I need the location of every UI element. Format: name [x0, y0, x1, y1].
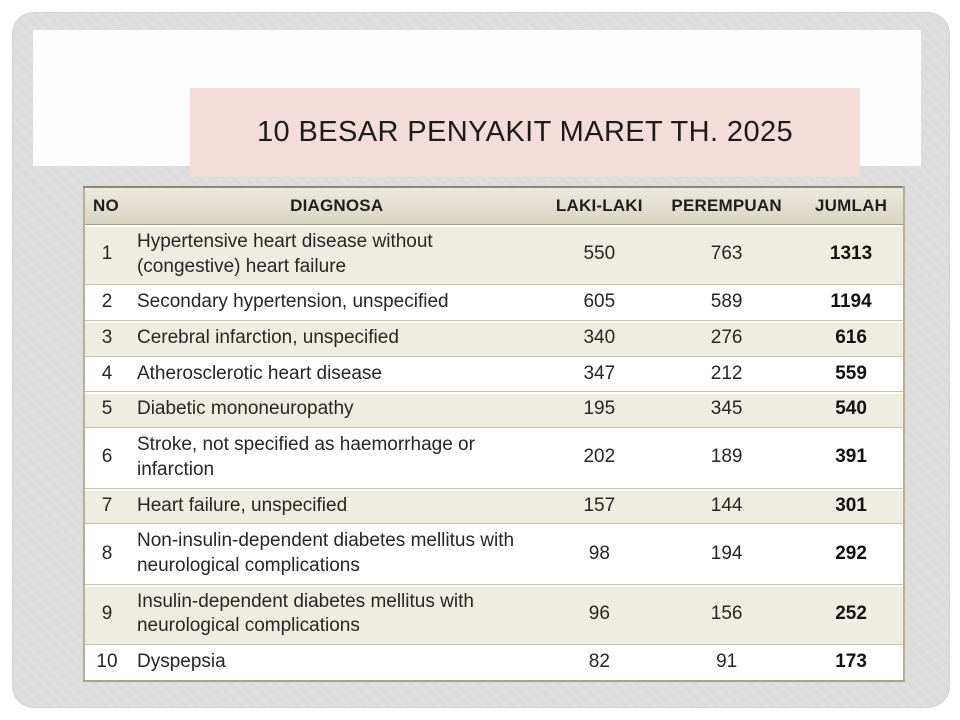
- cell-laki-laki: 82: [544, 643, 655, 681]
- cell-laki-laki: 605: [544, 284, 655, 321]
- cell-laki-laki: 157: [544, 487, 655, 524]
- cell-jumlah: 1313: [799, 223, 904, 285]
- cell-perempuan: 189: [654, 427, 800, 488]
- diseases-table-wrap: NO DIAGNOSA LAKI-LAKI PEREMPUAN JUMLAH 1 Hype…: [83, 186, 905, 682]
- cell-jumlah: 173: [799, 643, 904, 681]
- table-row: 3 Cerebral infarction, unspecified 340 276 6…: [84, 320, 904, 357]
- cell-perempuan: 144: [654, 487, 800, 524]
- cell-jumlah: 391: [799, 427, 904, 488]
- cell-diagnosa: Stroke, not specified as haemorrhage or …: [128, 427, 545, 488]
- cell-diagnosa: Dyspepsia: [128, 643, 545, 681]
- cell-perempuan: 345: [654, 391, 800, 428]
- cell-laki-laki: 98: [544, 523, 655, 585]
- cell-perempuan: 212: [654, 355, 800, 392]
- slide-title: 10 BESAR PENYAKIT MARET TH. 2025: [256, 116, 794, 148]
- cell-laki-laki: 550: [544, 223, 655, 285]
- cell-laki-laki: 96: [544, 583, 655, 645]
- cell-laki-laki: 195: [544, 391, 655, 428]
- cell-diagnosa: Diabetic mononeuropathy: [128, 391, 545, 428]
- cell-no: 2: [84, 284, 129, 321]
- table-row: 9 Insulin-dependent diabetes mellitus wit…: [84, 583, 904, 645]
- cell-diagnosa: Atherosclerotic heart disease: [128, 355, 545, 392]
- cell-diagnosa: Secondary hypertension, unspecified: [128, 284, 545, 321]
- cell-laki-laki: 340: [544, 320, 655, 357]
- cell-jumlah: 616: [799, 320, 904, 357]
- table-row: 7 Heart failure, unspecified 157 144 301: [84, 487, 904, 524]
- table-row: 6 Stroke, not specified as haemorrhage or…: [84, 427, 904, 488]
- cell-laki-laki: 347: [544, 355, 655, 392]
- table-row: 2 Secondary hypertension, unspecified 605 5…: [84, 284, 904, 321]
- cell-jumlah: 252: [799, 583, 904, 645]
- column-header-jumlah: JUMLAH: [799, 187, 904, 225]
- cell-laki-laki: 202: [544, 427, 655, 488]
- table-row: 8 Non-insulin-dependent diabetes mellitus…: [84, 523, 904, 585]
- cell-no: 3: [84, 320, 129, 357]
- cell-diagnosa: Heart failure, unspecified: [128, 487, 545, 524]
- table-row: 1 Hypertensive heart disease without (con…: [84, 223, 904, 285]
- cell-no: 4: [84, 355, 129, 392]
- column-header-no: NO: [84, 187, 129, 225]
- cell-perempuan: 156: [654, 583, 800, 645]
- table-row: 10 Dyspepsia 82 91 173: [84, 643, 904, 681]
- cell-perempuan: 763: [654, 223, 800, 285]
- diseases-table: NO DIAGNOSA LAKI-LAKI PEREMPUAN JUMLAH 1 Hype…: [83, 186, 905, 682]
- cell-jumlah: 540: [799, 391, 904, 428]
- cell-no: 10: [84, 643, 129, 681]
- cell-no: 8: [84, 523, 129, 585]
- column-header-perempuan: PEREMPUAN: [654, 187, 800, 225]
- cell-jumlah: 292: [799, 523, 904, 585]
- cell-perempuan: 194: [654, 523, 800, 585]
- table-row: 4 Atherosclerotic heart disease 347 212 559: [84, 355, 904, 392]
- cell-jumlah: 559: [799, 355, 904, 392]
- table-row: 5 Diabetic mononeuropathy 195 345 540: [84, 391, 904, 428]
- header-row: NO DIAGNOSA LAKI-LAKI PEREMPUAN JUMLAH: [84, 187, 904, 225]
- cell-diagnosa: Insulin-dependent diabetes mellitus with…: [128, 583, 545, 645]
- cell-perempuan: 276: [654, 320, 800, 357]
- cell-perempuan: 91: [654, 643, 800, 681]
- title-box: 10 BESAR PENYAKIT MARET TH. 2025: [190, 88, 860, 177]
- cell-jumlah: 301: [799, 487, 904, 524]
- table-body: 1 Hypertensive heart disease without (con…: [84, 223, 904, 681]
- cell-jumlah: 1194: [799, 284, 904, 321]
- cell-no: 6: [84, 427, 129, 488]
- cell-no: 9: [84, 583, 129, 645]
- cell-diagnosa: Cerebral infarction, unspecified: [128, 320, 545, 357]
- cell-no: 7: [84, 487, 129, 524]
- cell-diagnosa: Non-insulin-dependent diabetes mellitus …: [128, 523, 545, 585]
- title-panel: 10 BESAR PENYAKIT MARET TH. 2025: [33, 30, 921, 177]
- table-head: NO DIAGNOSA LAKI-LAKI PEREMPUAN JUMLAH: [84, 187, 904, 225]
- cell-no: 1: [84, 223, 129, 285]
- cell-diagnosa: Hypertensive heart disease without (cong…: [128, 223, 545, 285]
- column-header-diagnosa: DIAGNOSA: [128, 187, 545, 225]
- cell-perempuan: 589: [654, 284, 800, 321]
- column-header-laki-laki: LAKI-LAKI: [544, 187, 655, 225]
- cell-no: 5: [84, 391, 129, 428]
